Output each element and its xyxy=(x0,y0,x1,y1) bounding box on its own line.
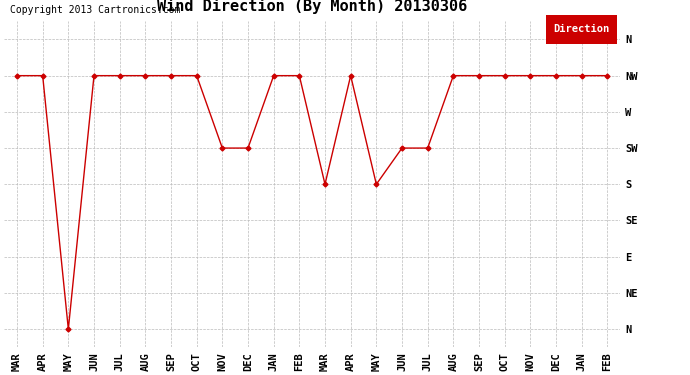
Title: Wind Direction (By Month) 20130306: Wind Direction (By Month) 20130306 xyxy=(157,0,467,13)
Text: Copyright 2013 Cartronics.com: Copyright 2013 Cartronics.com xyxy=(10,5,181,15)
